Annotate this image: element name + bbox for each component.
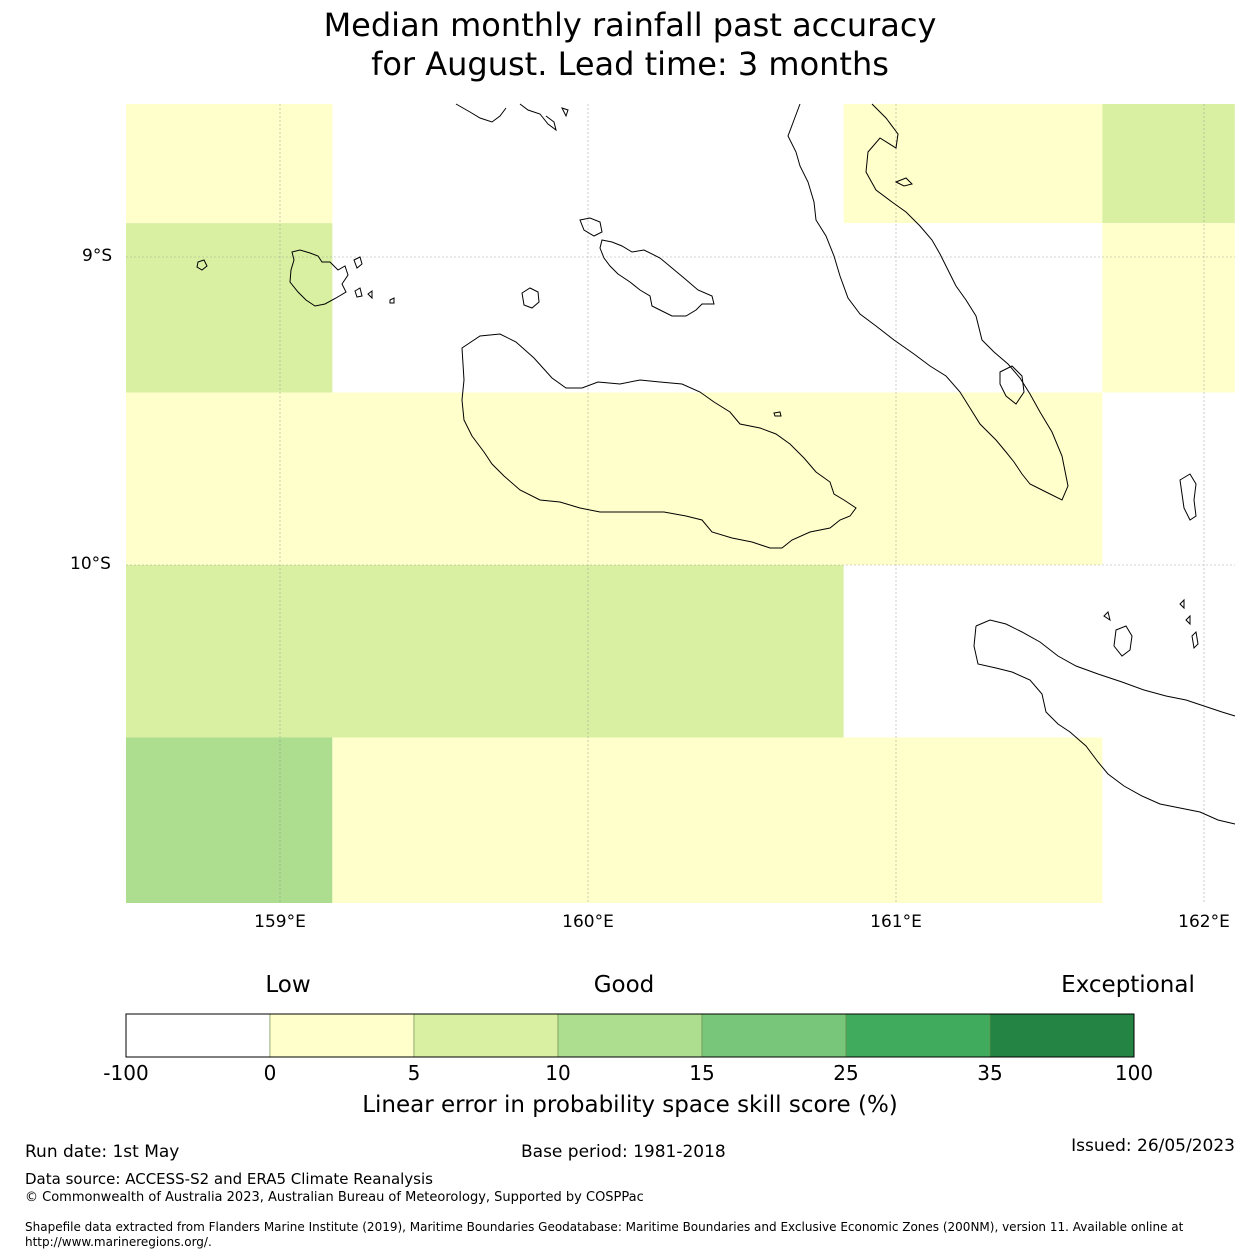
- data-source: Data source: ACCESS-S2 and ERA5 Climate …: [25, 1170, 433, 1188]
- lon-label-160e: 160°E: [562, 912, 614, 932]
- coast-islet-h: [519, 103, 557, 132]
- coast-islet-f: [521, 287, 540, 309]
- coast-islet-d: [367, 290, 373, 300]
- scale-exceptional-label: Exceptional: [1061, 972, 1195, 998]
- coast-florida-islands: [289, 249, 349, 307]
- colorbar-tick-0: -100: [103, 1061, 149, 1085]
- skill-cell-4: [1102, 223, 1235, 393]
- lon-label-159e: 159°E: [254, 912, 306, 932]
- run-date: Run date: 1st May: [25, 1142, 180, 1162]
- coast-islet-i: [561, 107, 569, 118]
- coast-islet-c: [354, 287, 363, 298]
- map-title-line2: for August. Lead time: 3 months: [371, 45, 889, 83]
- scale-low-label: Low: [265, 972, 311, 998]
- gridlines: [126, 104, 1235, 903]
- map-title-line1: Median monthly rainfall past accuracy: [323, 6, 937, 44]
- skill-cell-2: [843, 104, 1103, 224]
- colorbar-tick-2: 5: [407, 1061, 421, 1085]
- coast-islet-b: [353, 256, 363, 269]
- skill-map: [126, 103, 1236, 903]
- coast-islet-g: [773, 411, 782, 417]
- coast-islet-l: [1103, 611, 1111, 622]
- skill-cell-7: [126, 737, 333, 903]
- coast-russell-islands: [579, 217, 603, 237]
- issued-date: Issued: 26/05/2023: [1071, 1136, 1235, 1156]
- scale-good-label: Good: [593, 972, 655, 998]
- skill-cell-6: [126, 565, 844, 738]
- shapefile-credit: Shapefile data extracted from Flanders M…: [25, 1220, 1184, 1249]
- skill-cell-1: [126, 223, 333, 393]
- coast-malaita: [787, 103, 1069, 501]
- colorbar: [125, 1013, 1135, 1058]
- coast-islet-m: [1179, 598, 1185, 610]
- colorbar-tick-1: 0: [263, 1061, 277, 1085]
- coast-islet-j: [894, 177, 913, 187]
- colorbar-label: Linear error in probability space skill …: [362, 1092, 898, 1118]
- base-period: Base period: 1981-2018: [521, 1142, 726, 1162]
- coast-guadalcanal: [461, 333, 857, 549]
- coast-makira-south: [973, 625, 1236, 825]
- coast-makira: [975, 619, 1236, 717]
- copyright: © Commonwealth of Australia 2023, Austra…: [25, 1190, 644, 1205]
- colorbar-border: [125, 1013, 1135, 1058]
- lon-label-161e: 161°E: [870, 912, 922, 932]
- colorbar-swatch-0: [125, 1013, 271, 1058]
- colorbar-swatch-2: [413, 1013, 559, 1058]
- colorbar-swatch-5: [845, 1013, 991, 1058]
- coast-ulawa: [1113, 625, 1133, 657]
- coast-islet-k: [1179, 473, 1197, 521]
- lon-label-162e: 162°E: [1178, 912, 1230, 932]
- colorbar-tick-7: 100: [1114, 1061, 1154, 1085]
- colorbar-tick-6: 35: [977, 1061, 1003, 1085]
- coast-islet-o: [1191, 630, 1199, 650]
- skill-cell-8: [332, 737, 1103, 903]
- coast-islet-e: [389, 297, 395, 304]
- colorbar-tick-4: 15: [689, 1061, 715, 1085]
- coast-islet-n: [1185, 614, 1191, 626]
- skill-cell-0: [126, 104, 333, 224]
- colorbar-swatch-4: [701, 1013, 847, 1058]
- skill-cell-5: [126, 392, 1103, 565]
- colorbar-tick-5: 25: [833, 1061, 859, 1085]
- coast-islet-a: [196, 259, 208, 271]
- colorbar-swatch-3: [557, 1013, 703, 1058]
- coast-small-malaita: [999, 365, 1025, 405]
- coastlines: [196, 103, 1236, 825]
- lat-label-9s: 9°S: [82, 246, 113, 266]
- skill-cell-3: [1102, 104, 1235, 224]
- coast-savo-area: [599, 239, 715, 317]
- colorbar-swatch-1: [269, 1013, 415, 1058]
- colorbar-swatch-6: [989, 1013, 1135, 1058]
- coast-nggela-top: [455, 103, 507, 123]
- colorbar-tick-3: 10: [545, 1061, 571, 1085]
- lat-label-10s: 10°S: [70, 554, 111, 574]
- skill-cells: [126, 104, 1235, 903]
